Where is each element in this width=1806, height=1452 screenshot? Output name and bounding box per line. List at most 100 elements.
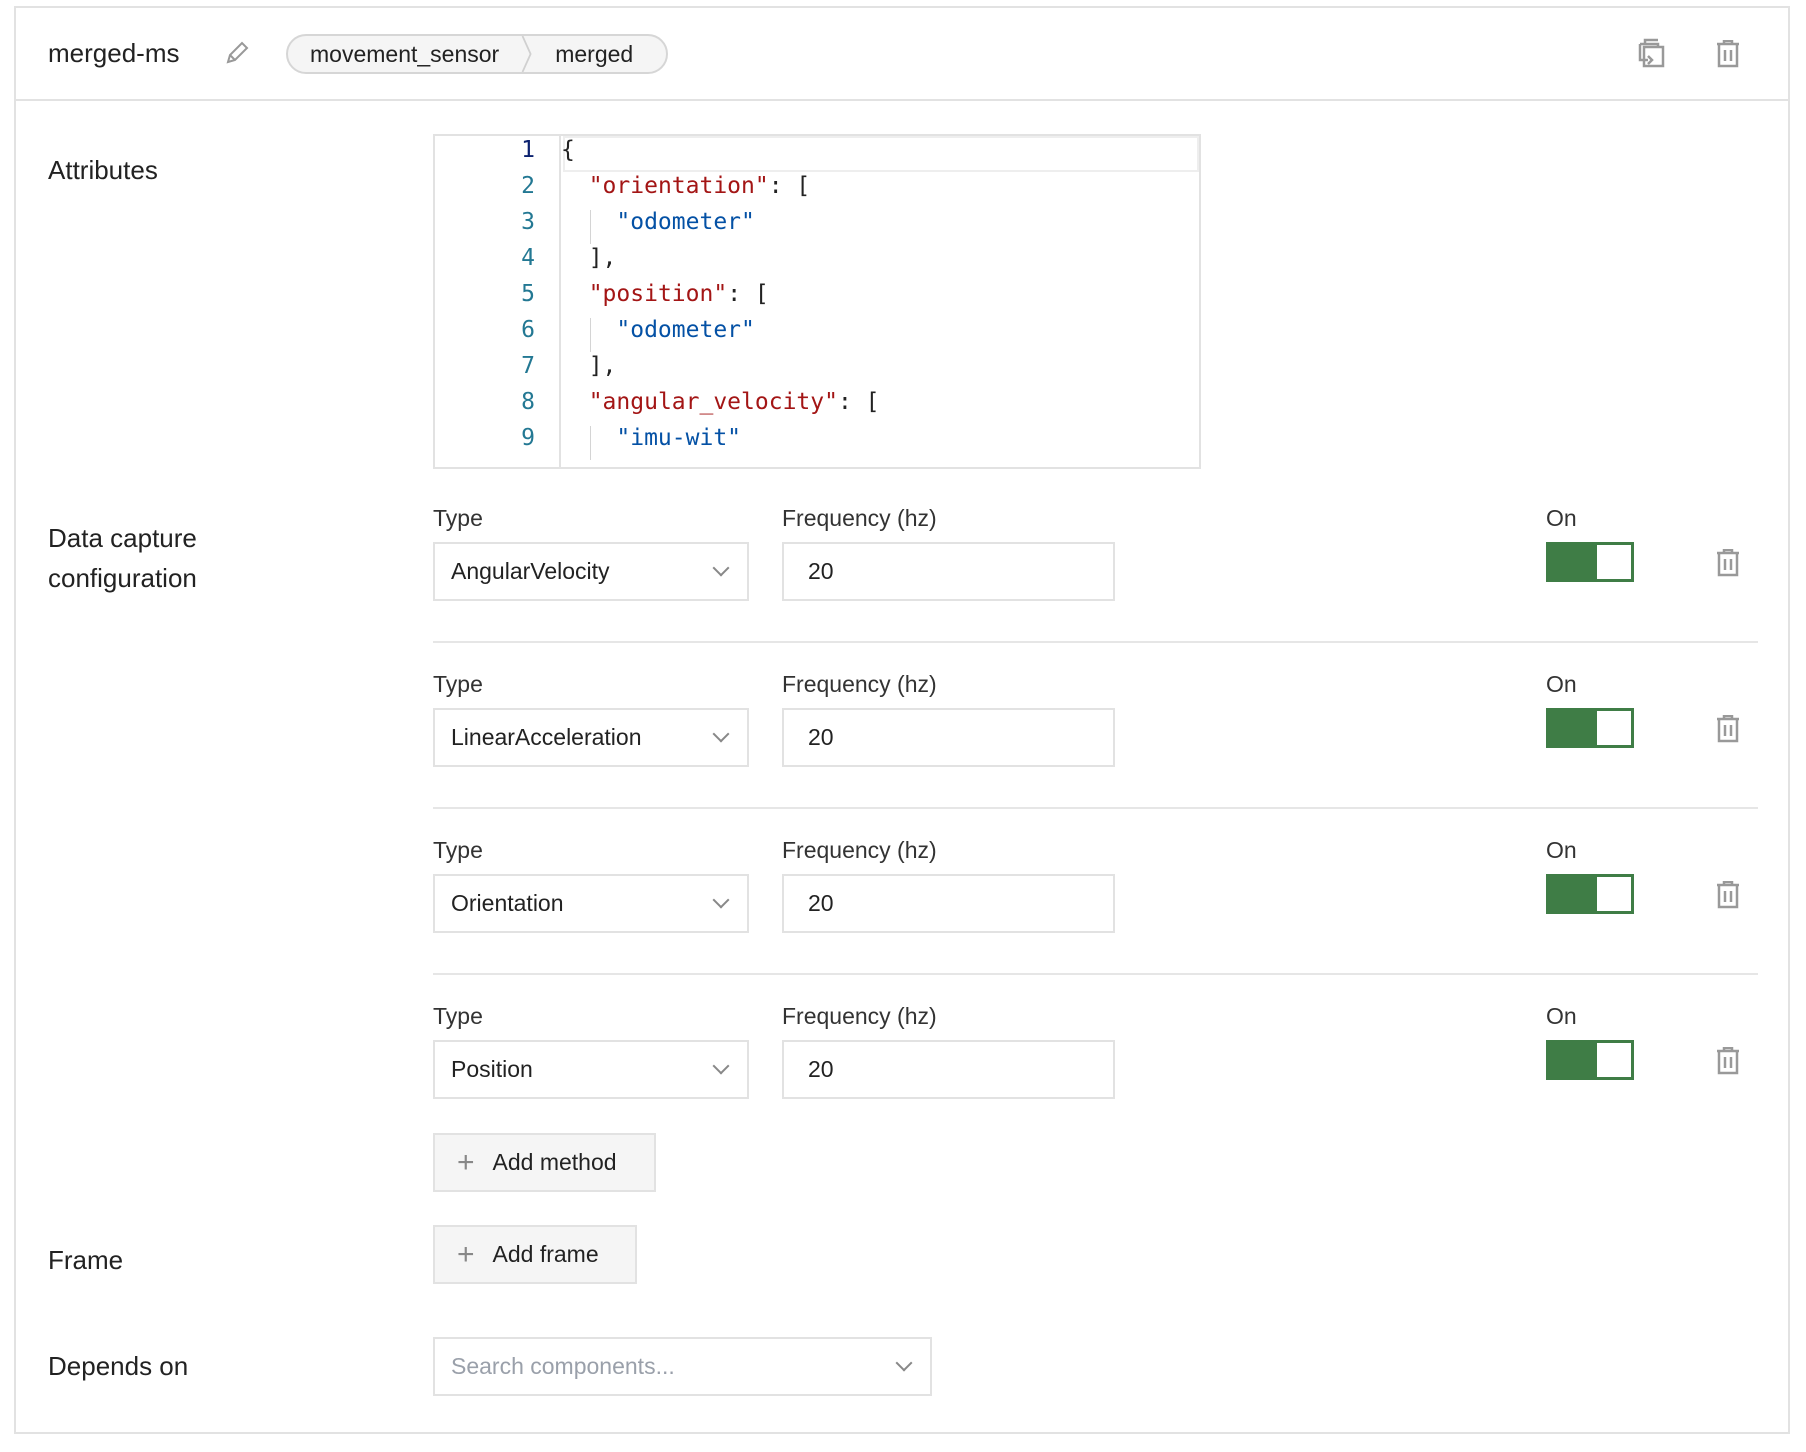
type-label: Type <box>433 505 483 531</box>
header-divider <box>14 99 1790 101</box>
code-token <box>561 173 589 199</box>
data-capture-label-line1: Data capture <box>48 523 197 553</box>
code-line: "position": [ <box>561 281 769 307</box>
frequency-label: Frequency (hz) <box>782 1003 937 1029</box>
breadcrumb-model: merged <box>555 40 634 67</box>
type-select[interactable]: LinearAcceleration <box>433 708 749 767</box>
code-line: "odometer" <box>561 317 755 343</box>
chevron-down-icon <box>712 559 730 577</box>
line-number: 8 <box>521 389 535 415</box>
type-select[interactable]: Position <box>433 1040 749 1099</box>
pencil-icon[interactable] <box>224 40 250 66</box>
indent-guide <box>590 426 591 460</box>
trash-icon[interactable] <box>1715 881 1741 909</box>
code-line: "angular_velocity": [ <box>561 389 880 415</box>
line-number: 5 <box>521 281 535 307</box>
current-line-highlight <box>563 136 1199 172</box>
chevron-down-icon <box>712 1057 730 1075</box>
type-value: AngularVelocity <box>451 558 610 584</box>
line-number: 9 <box>521 425 535 451</box>
code-token: ], <box>561 245 617 271</box>
plus-icon: + <box>457 1237 475 1271</box>
component-name: merged-ms <box>48 38 180 68</box>
frequency-value: 20 <box>808 1056 834 1082</box>
code-token: "odometer" <box>616 317 755 343</box>
line-number: 4 <box>521 245 535 271</box>
type-value: LinearAcceleration <box>451 724 642 750</box>
on-label: On <box>1546 671 1577 697</box>
toggle-knob <box>1597 711 1631 745</box>
add-method-label: Add method <box>492 1149 617 1175</box>
code-token: "position" <box>588 281 728 307</box>
frequency-value: 20 <box>808 558 834 584</box>
code-line: ], <box>561 245 617 271</box>
type-label: Type <box>433 1003 483 1029</box>
on-label: On <box>1546 505 1577 531</box>
duplicate-icon[interactable] <box>1638 38 1666 68</box>
type-label: Type <box>433 671 483 697</box>
code-token <box>561 209 616 235</box>
chevron-down-icon <box>712 725 730 743</box>
depends-on-search[interactable]: Search components... <box>433 1337 932 1396</box>
breadcrumb-model-type: movement_sensor <box>310 40 500 67</box>
code-token: "orientation" <box>588 173 769 199</box>
frequency-input[interactable]: 20 <box>782 874 1115 933</box>
code-token <box>561 389 589 415</box>
chevron-down-icon <box>895 1354 913 1372</box>
frame-label: Frame <box>48 1245 124 1275</box>
indent-guide <box>590 210 591 244</box>
search-placeholder: Search components... <box>451 1353 675 1379</box>
chevron-down-icon <box>712 891 730 909</box>
frequency-label: Frequency (hz) <box>782 505 937 531</box>
frequency-value: 20 <box>808 724 834 750</box>
code-token <box>561 425 616 451</box>
code-line: ], <box>561 353 617 379</box>
type-select[interactable]: AngularVelocity <box>433 542 749 601</box>
code-token: : [ <box>727 281 769 307</box>
trash-icon[interactable] <box>1715 1047 1741 1075</box>
frequency-input[interactable]: 20 <box>782 542 1115 601</box>
code-line: "odometer" <box>561 209 754 235</box>
frequency-input[interactable]: 20 <box>782 1040 1115 1099</box>
trash-icon[interactable] <box>1715 549 1741 577</box>
frequency-value: 20 <box>808 890 834 916</box>
toggle-knob <box>1597 545 1631 579</box>
trash-icon[interactable] <box>1715 715 1741 743</box>
attributes-json-editor[interactable]: 1{2 "orientation": [3 "odometer" 4 ], 5 "p… <box>433 134 1201 469</box>
indent-guide <box>590 318 591 352</box>
add-frame-label: Add frame <box>492 1241 599 1267</box>
capture-toggle[interactable] <box>1546 1040 1634 1080</box>
type-select[interactable]: Orientation <box>433 874 749 933</box>
method-divider <box>433 641 1758 643</box>
line-number: 6 <box>521 317 535 343</box>
type-value: Position <box>451 1056 533 1082</box>
code-token <box>561 317 616 343</box>
trash-icon[interactable] <box>1715 40 1741 68</box>
code-token: { <box>561 137 575 163</box>
line-number: 3 <box>521 209 535 235</box>
line-number: 1 <box>521 137 535 163</box>
code-token <box>561 281 589 307</box>
code-token: "imu-wit" <box>616 425 742 451</box>
capture-toggle[interactable] <box>1546 542 1634 582</box>
attributes-label: Attributes <box>48 155 158 185</box>
line-number-gutter <box>435 136 561 467</box>
depends-on-label: Depends on <box>48 1351 189 1381</box>
add-method-button[interactable]: + Add method <box>433 1133 656 1192</box>
code-line: "orientation": [ <box>561 173 811 199</box>
on-label: On <box>1546 837 1577 863</box>
toggle-knob <box>1597 877 1631 911</box>
add-frame-button[interactable]: + Add frame <box>433 1225 637 1284</box>
line-number: 2 <box>521 173 535 199</box>
frequency-label: Frequency (hz) <box>782 671 937 697</box>
capture-toggle[interactable] <box>1546 708 1634 748</box>
code-line: { <box>561 137 575 163</box>
plus-icon: + <box>457 1145 475 1179</box>
frequency-label: Frequency (hz) <box>782 837 937 863</box>
code-line: "imu-wit" <box>561 425 741 451</box>
code-token: : [ <box>768 173 811 199</box>
line-number: 7 <box>521 353 535 379</box>
capture-toggle[interactable] <box>1546 874 1634 914</box>
component-card <box>14 6 1790 1434</box>
frequency-input[interactable]: 20 <box>782 708 1115 767</box>
